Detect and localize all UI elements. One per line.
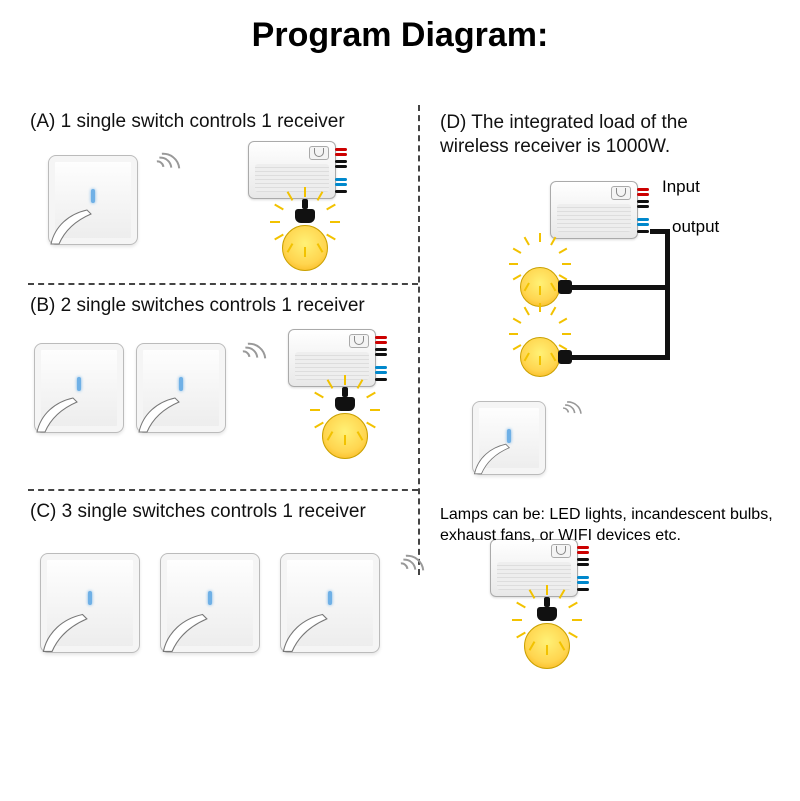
signal-icon <box>140 147 196 203</box>
bulb-cord <box>544 597 550 607</box>
receiver-button-icon <box>309 146 329 160</box>
switch-plate <box>136 343 226 433</box>
signal-icon <box>549 396 594 441</box>
switch-plate <box>160 553 260 653</box>
bulb-fitting <box>335 397 355 411</box>
bulb-assembly <box>524 597 570 669</box>
diagram-container: (A) 1 single switch controls 1 receiver <box>0 61 800 801</box>
bulb-fitting <box>295 209 315 223</box>
switch-led-icon <box>91 189 95 203</box>
receiver-wires <box>335 148 347 192</box>
panel-b: (B) 2 single switches controls 1 receive… <box>30 295 418 485</box>
switch-plate <box>280 553 380 653</box>
finger-icon <box>33 396 79 434</box>
bulb-cord <box>342 387 348 397</box>
receiver-texture <box>255 164 329 192</box>
switch-led-icon <box>328 591 332 605</box>
output-label: output <box>672 217 719 237</box>
panel-d-label: (D) The integrated load of the wireless … <box>440 111 688 159</box>
switch-led-icon <box>179 377 183 391</box>
panel-d-footnote: Lamps can be: LED lights, incandescent b… <box>440 505 790 547</box>
bulb-assembly <box>322 387 368 459</box>
receiver-button-icon <box>611 186 631 200</box>
panel-c-label: (C) 3 single switches controls 1 receive… <box>30 501 366 523</box>
receiver-wires <box>375 336 387 380</box>
receiver-box <box>248 141 336 199</box>
panel-d: (D) The integrated load of the wireless … <box>440 111 790 581</box>
finger-icon <box>47 208 93 246</box>
switch-led-icon <box>208 591 212 605</box>
lightbulb-icon <box>322 413 368 459</box>
bulb-cord <box>302 199 308 209</box>
switch-led-icon <box>88 591 92 605</box>
receiver-wires <box>637 188 649 232</box>
receiver-texture <box>557 204 631 232</box>
divider-ab <box>28 283 418 285</box>
input-label: Input <box>662 177 700 197</box>
receiver-box <box>288 329 376 387</box>
finger-icon <box>471 442 511 476</box>
receiver-button-icon <box>349 334 369 348</box>
bulb-fitting <box>537 607 557 621</box>
bulb-cap <box>558 350 572 364</box>
lightbulb-icon <box>282 225 328 271</box>
bulb-cap <box>558 280 572 294</box>
switch-led-icon <box>77 377 81 391</box>
signal-icon <box>384 549 440 605</box>
switch-plate <box>472 401 546 475</box>
switch-plate <box>34 343 124 433</box>
switch-plate <box>40 553 140 653</box>
panel-b-label: (B) 2 single switches controls 1 receive… <box>30 295 365 317</box>
finger-icon <box>135 396 181 434</box>
receiver-texture <box>295 352 369 380</box>
wire <box>566 355 670 360</box>
lightbulb-icon <box>524 623 570 669</box>
switch-plate <box>48 155 138 245</box>
receiver-box <box>550 181 638 239</box>
panel-a: (A) 1 single switch controls 1 receiver <box>30 111 418 279</box>
signal-icon <box>226 337 282 393</box>
finger-icon <box>159 612 209 654</box>
lightbulb-icon <box>520 337 560 377</box>
page-title: Program Diagram: <box>0 0 800 61</box>
finger-icon <box>279 612 329 654</box>
wire <box>566 285 670 290</box>
divider-bc <box>28 489 418 491</box>
lightbulb-icon <box>520 267 560 307</box>
panel-a-label: (A) 1 single switch controls 1 receiver <box>30 111 345 133</box>
finger-icon <box>39 612 89 654</box>
wire <box>665 229 670 359</box>
bulb-assembly <box>282 199 328 271</box>
